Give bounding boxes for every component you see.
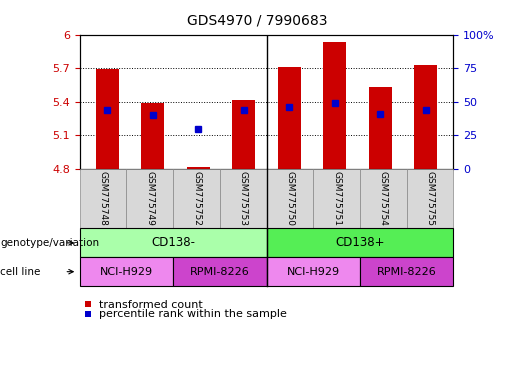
Bar [141,103,164,169]
Text: GDS4970 / 7990683: GDS4970 / 7990683 [187,13,328,27]
Text: GSM775750: GSM775750 [285,171,295,226]
Text: RPMI-8226: RPMI-8226 [376,266,436,277]
Bar [278,67,301,169]
Bar [96,69,118,169]
Text: genotype/variation: genotype/variation [0,238,99,248]
Bar [187,167,210,169]
Text: NCI-H929: NCI-H929 [287,266,340,277]
Text: GSM775749: GSM775749 [145,171,154,226]
Bar [323,42,346,169]
Bar [415,65,437,169]
Text: GSM775754: GSM775754 [379,171,388,226]
Text: NCI-H929: NCI-H929 [100,266,153,277]
Text: GSM775751: GSM775751 [332,171,341,226]
Text: GSM775753: GSM775753 [238,171,248,226]
Text: CD138-: CD138- [151,237,195,249]
Text: GSM775748: GSM775748 [99,171,108,226]
Text: GSM775752: GSM775752 [192,171,201,226]
Bar [369,87,392,169]
Text: RPMI-8226: RPMI-8226 [190,266,250,277]
Bar [232,99,255,169]
Text: CD138+: CD138+ [335,237,385,249]
Text: GSM775755: GSM775755 [425,171,434,226]
Text: percentile rank within the sample: percentile rank within the sample [99,310,287,319]
Text: cell line: cell line [0,266,40,277]
Text: transformed count: transformed count [99,300,202,310]
